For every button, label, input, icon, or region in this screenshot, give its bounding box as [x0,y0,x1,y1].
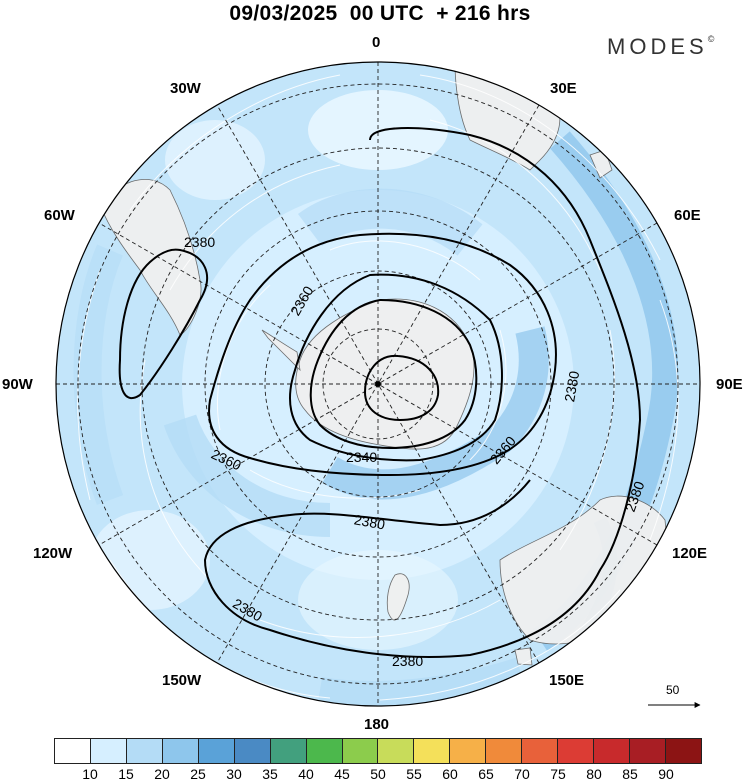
colorbar-cell [198,738,235,764]
colorbar-tick-label: 25 [190,766,206,782]
colorbar-tick-label: 30 [226,766,242,782]
colorbar-tick-label: 20 [154,766,170,782]
colorbar-cell [450,738,487,764]
colorbar-tick-label: 65 [478,766,494,782]
contour-label: 2340 [346,449,377,465]
map-title: 09/03/2025 00 UTC + 216 hrs [229,2,531,25]
lon-label-150e: 150E [549,672,585,689]
contour-2380-outer [203,127,642,659]
tasmania [514,647,533,666]
contour-2380-west [118,248,209,400]
lon-label-90w: 90W [2,376,33,393]
colorbar-tick-label: 70 [514,766,530,782]
antarctic-peninsula [261,329,301,372]
map-border [55,61,701,707]
colorbar-cell [162,738,199,764]
colorbar [54,738,702,764]
lon-label-0: 0 [372,34,381,51]
contour-label: 2380 [353,511,387,532]
contour-2360-inner [289,273,503,462]
lon-label-150w: 150W [162,672,202,689]
lon-label-120w: 120W [33,545,73,562]
copyright-mark: © [707,34,715,44]
colorbar-tick-label: 40 [298,766,314,782]
reference-vector-arrow [648,702,701,708]
lon-label-90e: 90E [716,376,743,393]
colorbar-tick-label: 35 [262,766,278,782]
colorbar-cell [90,738,127,764]
colorbar-cell [558,738,595,764]
colorbar-tick-label: 75 [550,766,566,782]
colorbar-cell [630,738,666,764]
colorbar-cell [342,738,379,764]
colorbar-cell [414,738,451,764]
lon-label-180: 180 [364,716,390,733]
reference-vector-label: 50 [666,683,680,697]
pole-marker [375,381,381,387]
lon-label-60e: 60E [674,207,701,224]
lon-label-120e: 120E [672,545,708,562]
colorbar-tick-label: 85 [622,766,638,782]
height-contours [118,127,642,659]
brand-text: MODES [607,34,708,59]
colorbar-tick-label: 90 [658,766,674,782]
colorbar-tick-label: 10 [82,766,98,782]
contour-2360-outer [208,232,557,477]
new-zealand [386,573,410,621]
contour-label: 2380 [561,369,582,403]
colorbar-cell [270,738,307,764]
modes-logo: MODES© [607,34,714,60]
contour-label: 2380 [184,234,215,250]
colorbar-cell [665,738,702,764]
colorbar-tick-label: 80 [586,766,602,782]
contour-2340 [309,298,478,450]
colorbar-cell [306,738,343,764]
colorbar-cell [378,738,415,764]
colorbar-tick-label: 55 [406,766,422,782]
colorbar-cell [54,738,91,764]
contour-label: 2380 [392,653,423,669]
colorbar-cell [594,738,630,764]
colorbar-ticks: 10 15 20 25 30 35 40 45 50 55 60 65 70 75 80 85 90 [54,766,702,782]
contour-low [363,354,440,422]
colorbar-cell [234,738,271,764]
colorbar-cell [126,738,163,764]
colorbar-tick-label: 45 [334,766,350,782]
colorbar-tick-label: 60 [442,766,458,782]
colorbar-cell [486,738,523,764]
lon-label-30w: 30W [170,80,201,97]
colorbar-cell [522,738,559,764]
lon-label-30e: 30E [550,80,577,97]
streamlines [77,74,679,701]
colorbar-tick-label: 50 [370,766,386,782]
colorbar-tick-label: 15 [118,766,134,782]
lon-label-60w: 60W [44,207,75,224]
